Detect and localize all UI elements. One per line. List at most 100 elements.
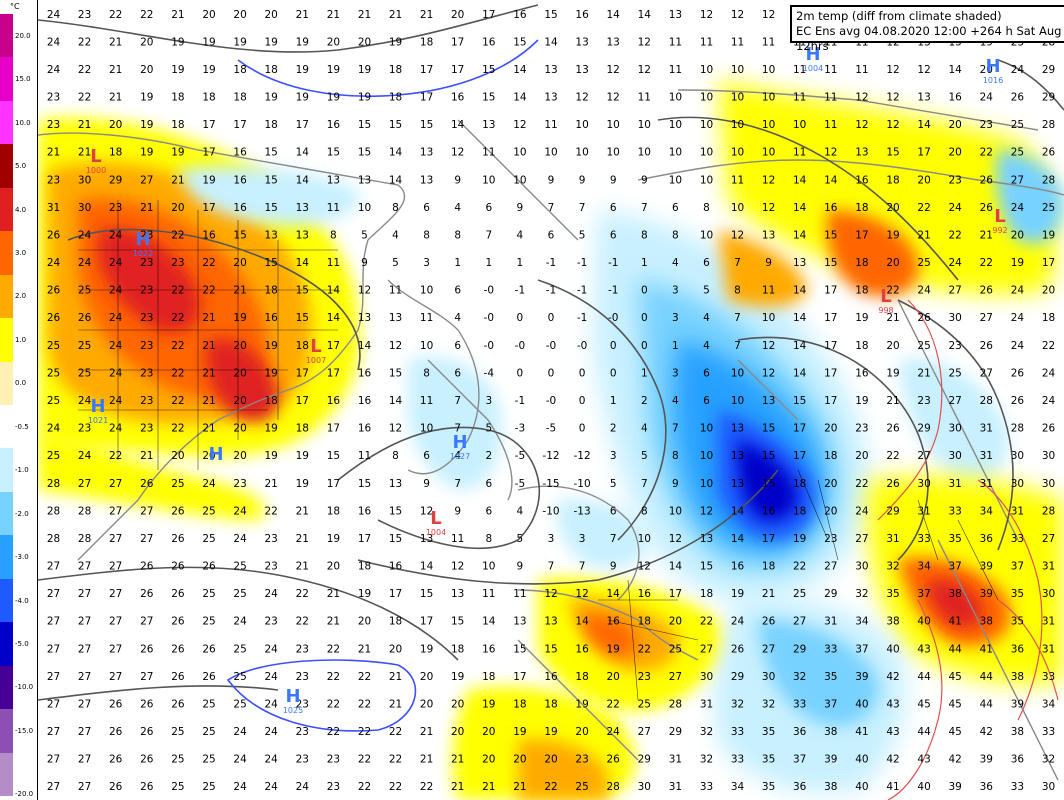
grid-value: 8	[641, 230, 648, 242]
grid-value: 12	[513, 119, 526, 131]
grid-value: -1	[515, 395, 525, 407]
grid-value: 22	[389, 726, 402, 738]
grid-value: 33	[1011, 533, 1024, 545]
anomaly-shading	[38, 80, 1064, 800]
grid-value: 14	[451, 119, 465, 131]
grid-value: 20	[202, 9, 215, 21]
grid-value: 4	[703, 340, 710, 352]
low-pressure-marker: L	[994, 206, 1005, 227]
grid-value: 10	[513, 147, 526, 159]
grid-value: 25	[202, 588, 215, 600]
map-title-line1: 2m temp (diff from climate shaded)	[796, 9, 1002, 23]
grid-value: 0	[517, 312, 524, 324]
grid-value: 32	[886, 561, 899, 573]
grid-value: 30	[1042, 478, 1055, 490]
grid-value: 26	[171, 643, 185, 655]
legend-swatch	[0, 187, 13, 232]
grid-value: 38	[1011, 726, 1024, 738]
grid-value: 22	[171, 395, 184, 407]
grid-value: 10	[700, 119, 713, 131]
grid-value: 21	[171, 9, 184, 21]
legend-tick-label: -1.0	[15, 466, 29, 475]
grid-value: 26	[140, 726, 154, 738]
grid-value: 31	[1042, 616, 1055, 628]
grid-value: -1	[546, 257, 556, 269]
pressure-value: 1027	[450, 452, 470, 461]
grid-value: 21	[265, 478, 278, 490]
grid-value: 24	[265, 671, 279, 683]
grid-value: -0	[608, 312, 618, 324]
grid-value: 11	[793, 92, 806, 104]
grid-value: 11	[544, 119, 557, 131]
grid-value: 0	[641, 312, 648, 324]
grid-value: -5	[515, 478, 525, 490]
grid-value: 18	[233, 92, 246, 104]
grid-value: 25	[202, 533, 215, 545]
grid-value: 10	[700, 174, 713, 186]
grid-value: 15	[482, 64, 495, 76]
grid-value: 26	[140, 781, 154, 793]
grid-value: 19	[265, 450, 278, 462]
grid-value: -5	[515, 450, 525, 462]
grid-value: 24	[607, 726, 621, 738]
grid-value: 27	[47, 671, 60, 683]
grid-value: 16	[949, 92, 963, 104]
grid-value: 15	[420, 119, 433, 131]
grid-value: 25	[171, 478, 184, 490]
grid-value: 39	[855, 671, 868, 683]
grid-value: 17	[513, 671, 526, 683]
grid-value: 14	[513, 64, 527, 76]
grid-value: 20	[327, 561, 340, 573]
grid-value: 20	[233, 257, 246, 269]
grid-value: 11	[762, 36, 775, 48]
grid-value: 23	[855, 423, 868, 435]
grid-value: 23	[949, 174, 962, 186]
grid-value: 13	[917, 92, 930, 104]
map-title-line2: EC Ens avg 04.08.2020 12:00 +264 h Sat A…	[796, 24, 1064, 53]
grid-value: 29	[669, 726, 682, 738]
legend-tick-label: 1.0	[15, 335, 27, 344]
grid-value: 26	[886, 478, 900, 490]
grid-value: 10	[638, 533, 651, 545]
grid-value: 4	[703, 312, 710, 324]
grid-value: 20	[886, 340, 899, 352]
grid-value: 19	[265, 423, 278, 435]
grid-value: -1	[577, 312, 587, 324]
grid-value: 18	[575, 671, 588, 683]
grid-value: 14	[358, 340, 372, 352]
grid-value: 30	[78, 202, 91, 214]
grid-value: 40	[855, 781, 868, 793]
grid-value: 32	[793, 671, 806, 683]
grid-value: 17	[202, 119, 215, 131]
grid-value: 39	[980, 561, 993, 573]
grid-value: 14	[793, 367, 807, 379]
grid-value: 41	[949, 616, 962, 628]
grid-value: 12	[420, 505, 433, 517]
grid-value: 11	[389, 285, 402, 297]
grid-value: 10	[482, 561, 495, 573]
grid-value: 39	[824, 754, 837, 766]
grid-value: 24	[78, 257, 92, 269]
grid-value: 21	[296, 505, 309, 517]
grid-value: 37	[917, 588, 930, 600]
grid-value: 11	[824, 92, 837, 104]
grid-value: 10	[731, 92, 744, 104]
grid-value: 27	[140, 671, 153, 683]
grid-value: 18	[793, 505, 806, 517]
grid-value: -1	[608, 285, 618, 297]
grid-value: 17	[420, 92, 433, 104]
grid-value: 4	[517, 230, 524, 242]
grid-value: 14	[638, 9, 652, 21]
grid-value: 20	[1042, 285, 1055, 297]
grid-value: 19	[358, 588, 371, 600]
grid-value: 19	[171, 64, 184, 76]
grid-value: 10	[669, 505, 682, 517]
grid-value: 24	[78, 230, 92, 242]
grid-value: 30	[1042, 781, 1055, 793]
grid-value: 16	[824, 202, 838, 214]
grid-value: 18	[265, 395, 278, 407]
grid-value: 39	[980, 588, 993, 600]
grid-value: 32	[700, 726, 713, 738]
grid-value: 18	[1042, 312, 1055, 324]
grid-value: 27	[78, 643, 91, 655]
